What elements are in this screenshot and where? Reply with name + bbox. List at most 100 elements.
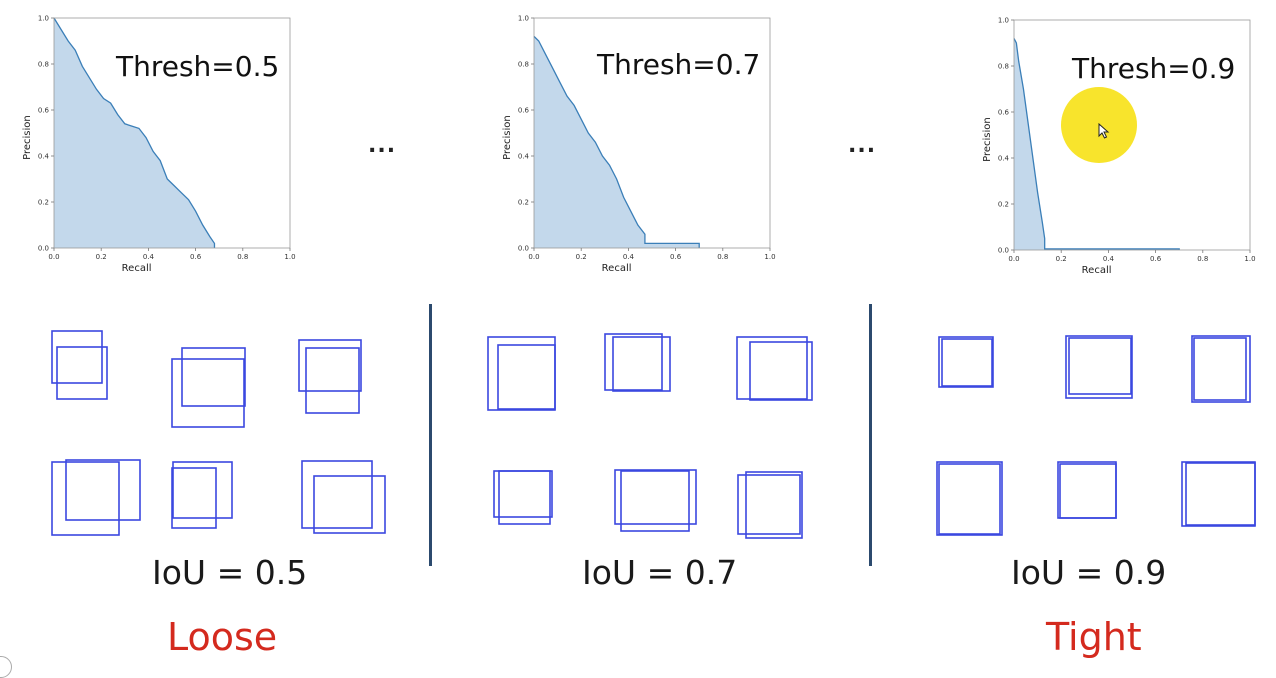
bbox-rect xyxy=(171,467,217,529)
bbox-rect xyxy=(1185,462,1256,526)
y-tick-label: 0.0 xyxy=(518,245,529,253)
bbox-rect xyxy=(941,338,993,387)
y-tick-label: 0.4 xyxy=(38,153,50,161)
y-tick-label: 0.2 xyxy=(38,199,49,207)
y-tick-label: 1.0 xyxy=(518,15,529,23)
thresh-label-0: Thresh=0.5 xyxy=(116,50,280,83)
y-tick-label: 0.0 xyxy=(38,245,49,253)
bbox-rect xyxy=(51,461,120,536)
bbox-rect xyxy=(181,347,246,407)
y-tick-label: 1.0 xyxy=(38,15,49,23)
x-tick-label: 0.0 xyxy=(528,253,539,261)
bbox-rect xyxy=(749,341,813,401)
x-tick-label: 0.2 xyxy=(576,253,587,261)
y-tick-label: 0.8 xyxy=(998,63,1009,71)
x-tick-label: 1.0 xyxy=(764,253,775,261)
y-tick-label: 0.6 xyxy=(38,107,50,115)
pr-area-fill xyxy=(534,36,700,249)
bbox-rect xyxy=(56,346,108,400)
x-tick-label: 0.8 xyxy=(717,253,728,261)
y-axis-label: Precision xyxy=(502,115,513,160)
bbox-rect xyxy=(1065,335,1133,399)
bbox-rect xyxy=(51,330,103,384)
x-tick-label: 0.4 xyxy=(143,253,155,261)
iou-label-1: IoU = 0.7 xyxy=(582,553,738,592)
bbox-rect xyxy=(172,461,233,519)
pr-curve-chart-thresh-0.5: 0.0 0.2 0.4 0.6 0.8 1.0 0.0 0.2 0.4 0.6 0.8 1.0 Reca… xyxy=(22,15,296,275)
x-tick-label: 0.4 xyxy=(1103,255,1115,263)
bbox-rect xyxy=(298,339,362,392)
y-tick-label: 0.0 xyxy=(998,247,1009,255)
bbox-rect xyxy=(497,344,556,410)
y-tick-label: 0.4 xyxy=(518,153,530,161)
y-tick-label: 0.2 xyxy=(518,199,529,207)
bbox-rect xyxy=(737,474,801,535)
bbox-rect xyxy=(745,471,803,539)
y-tick-label: 1.0 xyxy=(998,17,1009,25)
y-axis-label: Precision xyxy=(982,117,993,162)
x-tick-label: 0.2 xyxy=(96,253,107,261)
plot-frame xyxy=(1013,19,1251,251)
x-tick-label: 0.6 xyxy=(190,253,202,261)
bbox-rect xyxy=(938,336,994,388)
bbox-rect xyxy=(736,336,808,400)
bbox-rect xyxy=(1191,335,1251,403)
x-tick-label: 1.0 xyxy=(1244,255,1255,263)
thresh-label-2: Thresh=0.9 xyxy=(1072,52,1236,85)
verdict-tight: Tight xyxy=(1046,615,1142,659)
bbox-pairs-iou-0.5 xyxy=(51,330,386,536)
bbox-rect xyxy=(65,459,141,521)
y-tick-label: 0.8 xyxy=(518,61,529,69)
bbox-rect xyxy=(1193,337,1247,401)
iou-label-0: IoU = 0.5 xyxy=(152,553,308,592)
x-tick-label: 0.2 xyxy=(1056,255,1067,263)
bbox-rect xyxy=(301,460,373,529)
y-tick-label: 0.6 xyxy=(518,107,530,115)
plot-frame xyxy=(533,17,771,249)
pr-area-fill xyxy=(54,18,215,248)
x-tick-label: 0.8 xyxy=(237,253,248,261)
y-tick-label: 0.4 xyxy=(998,155,1010,163)
bbox-rect xyxy=(1068,337,1132,395)
bbox-rect xyxy=(1059,463,1117,519)
bbox-pairs-iou-0.7 xyxy=(487,333,813,539)
bbox-rect xyxy=(938,463,1001,535)
x-tick-label: 0.4 xyxy=(623,253,635,261)
bbox-rect xyxy=(1057,461,1117,519)
ellipsis-left: ... xyxy=(368,133,397,158)
x-tick-label: 0.0 xyxy=(48,253,59,261)
pr-curve-line xyxy=(53,17,216,248)
y-tick-label: 0.2 xyxy=(998,201,1009,209)
bbox-rect xyxy=(493,470,553,518)
pr-curve-chart-thresh-0.7: 0.0 0.2 0.4 0.6 0.8 1.0 0.0 0.2 0.4 0.6 0.8 1.0 Reca… xyxy=(502,15,776,275)
corner-circle-icon xyxy=(0,656,12,678)
bbox-rect xyxy=(604,333,663,391)
y-tick-label: 0.6 xyxy=(998,109,1010,117)
pr-curve-line xyxy=(1013,38,1180,250)
pr-area-fill xyxy=(1014,38,1180,251)
ellipsis-right: ... xyxy=(848,133,877,158)
pr-curve-line xyxy=(533,35,700,248)
x-tick-label: 0.8 xyxy=(1197,255,1208,263)
x-axis-label: Recall xyxy=(602,263,632,274)
x-tick-label: 0.0 xyxy=(1008,255,1019,263)
column-divider-left xyxy=(429,304,432,566)
bbox-rect xyxy=(1181,461,1256,527)
verdict-loose: Loose xyxy=(167,615,278,659)
bbox-rect xyxy=(612,336,671,392)
bbox-rect xyxy=(313,475,386,534)
plot-frame xyxy=(53,17,291,249)
x-axis-label: Recall xyxy=(122,263,152,274)
bbox-rect xyxy=(171,358,245,428)
bbox-rect xyxy=(936,461,1003,536)
pr-curve-chart-thresh-0.9: 0.0 0.2 0.4 0.6 0.8 1.0 0.0 0.2 0.4 0.6 0.8 1.0 Reca… xyxy=(982,17,1256,277)
x-tick-label: 0.6 xyxy=(1150,255,1162,263)
x-axis-label: Recall xyxy=(1082,265,1112,276)
x-tick-label: 0.6 xyxy=(670,253,682,261)
mouse-pointer-icon xyxy=(1098,123,1110,139)
column-divider-right xyxy=(869,304,872,566)
bbox-rect xyxy=(305,347,360,414)
thresh-label-1: Thresh=0.7 xyxy=(597,48,761,81)
bbox-rect xyxy=(620,470,690,532)
